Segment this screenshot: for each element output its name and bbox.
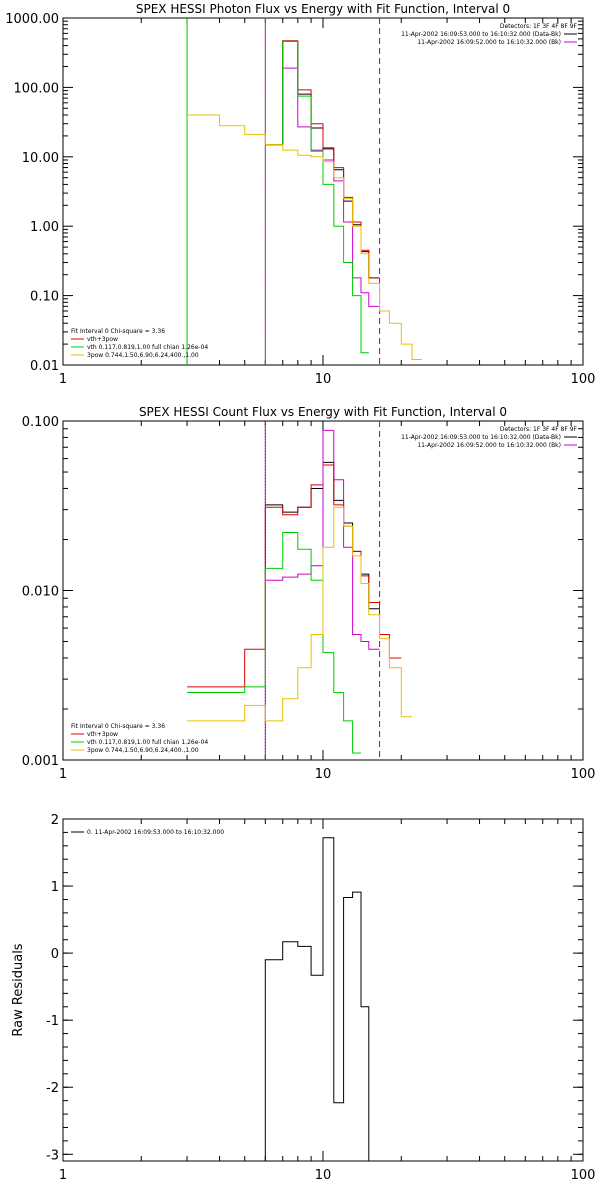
x-tick-label: 10: [315, 372, 332, 387]
legend-entry: 11-Apr-2002 16:09:52.000 to 16:10:32.000…: [417, 39, 561, 46]
legend-entry: Fit Interval 0 Chi-square = 3.36: [71, 328, 165, 335]
legend-entry: Fit Interval 0 Chi-square = 3.36: [71, 723, 165, 730]
y-tick-label: 0.10: [30, 290, 59, 305]
y-tick-label: 0: [51, 947, 59, 962]
legend-entry: 0. 11-Apr-2002 16:09:53.000 to 16:10:32.…: [87, 829, 224, 836]
x-tick-label: 100: [571, 767, 596, 782]
chart-panel-2: Raw Residuals 1 10 100 -3 -2 -1 0 1 2 0. 11-Apr-20…: [11, 813, 595, 1183]
legend-entry: 11-Apr-2002 16:09:53.000 to 16:10:32.000…: [401, 31, 561, 38]
y-tick-label: 0.01: [30, 359, 59, 374]
x-tick-label: 1: [59, 1168, 67, 1183]
data-series: [187, 506, 412, 722]
plot-frame: [62, 17, 584, 366]
y-tick-label: -2: [46, 1081, 59, 1096]
y-tick-label: 0.001: [22, 754, 59, 769]
data-series: [187, 532, 361, 754]
legend-entry: 3pow 0.744,1.50,6.90,6.24,400.,1.00: [87, 352, 199, 359]
y-tick-label: 0.010: [22, 585, 59, 600]
data-series: [187, 114, 422, 360]
y-tick-label: 10.00: [22, 151, 59, 166]
y-tick-label: 1: [51, 880, 59, 895]
legend-entry: vth 0.117,0.819,1.00 full chian 1.26e-04: [87, 739, 208, 746]
x-tick-label: 1: [59, 372, 67, 387]
y-tick-label: -1: [46, 1014, 59, 1029]
y-tick-label: 100.00: [14, 81, 60, 96]
y-tick-label: 0.100: [22, 415, 59, 430]
legend-entry: vth 0.117,0.819,1.00 full chian 1.26e-04: [87, 344, 208, 351]
legend-entry: Detectors: 1F 3F 4F 8F 9F: [500, 23, 578, 30]
y-axis-label: Raw Residuals: [11, 943, 26, 1036]
y-tick-label: 1.00: [30, 220, 59, 235]
x-tick-label: 100: [571, 1168, 596, 1183]
legend-entry: vth+3pow: [87, 336, 118, 343]
data-series: [264, 837, 380, 1161]
legend-entry: vth+3pow: [87, 731, 118, 738]
data-series: [265, 40, 369, 354]
chart-title: SPEX HESSI Count Flux vs Energy with Fit…: [139, 405, 507, 419]
legend-entry: Detectors: 1F 3F 4F 8F 9F: [500, 426, 578, 433]
legend-entry: 3pow 0.744,1.50,6.90,6.24,400.,1.00: [87, 747, 199, 754]
x-tick-label: 10: [315, 1168, 332, 1183]
y-tick-label: 2: [51, 813, 59, 828]
legend-entry: 11-Apr-2002 16:09:52.000 to 16:10:32.000…: [417, 442, 561, 449]
legend-entry: 11-Apr-2002 16:09:53.000 to 16:10:32.000…: [401, 434, 561, 441]
chart-panel-0: SPEX HESSI Photon Flux vs Energy with Fi…: [5, 2, 595, 387]
chart-panel-1: SPEX HESSI Count Flux vs Energy with Fit…: [22, 405, 596, 782]
x-tick-label: 100: [571, 372, 596, 387]
y-tick-label: -3: [46, 1148, 59, 1163]
y-tick-label: 1000.00: [5, 12, 59, 27]
data-series: [265, 429, 380, 650]
chart-title: SPEX HESSI Photon Flux vs Energy with Fi…: [136, 2, 510, 16]
x-tick-label: 10: [315, 767, 332, 782]
x-tick-label: 1: [59, 767, 67, 782]
data-series: [187, 464, 402, 688]
